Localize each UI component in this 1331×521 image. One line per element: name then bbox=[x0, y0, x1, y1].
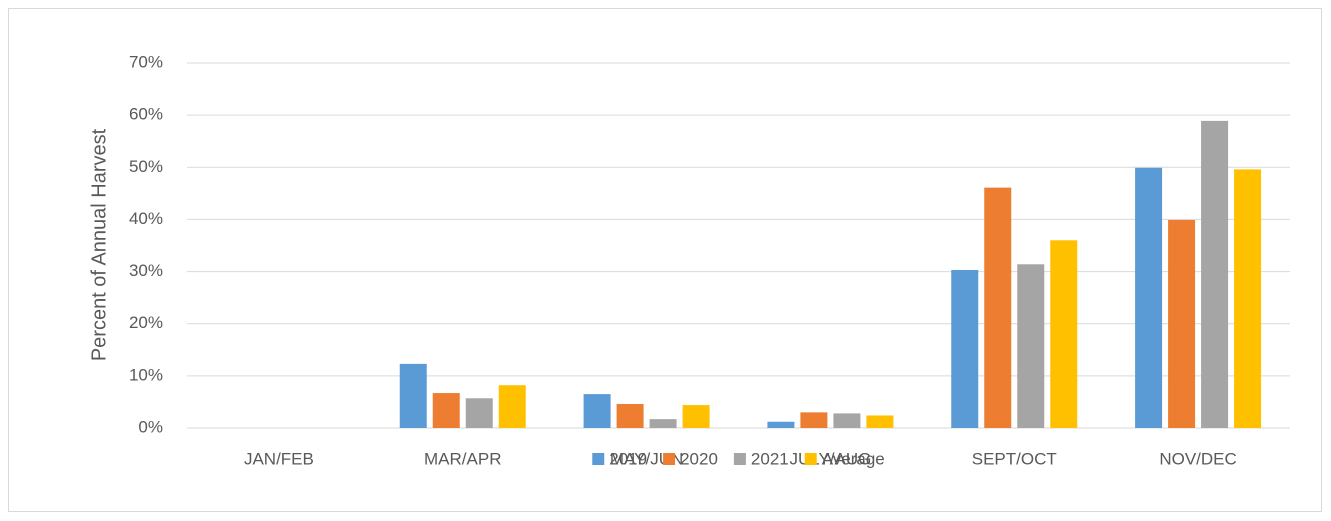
legend-swatch bbox=[592, 453, 605, 465]
y-tick-label: 40% bbox=[129, 209, 163, 228]
y-tick-label: 0% bbox=[138, 417, 163, 436]
legend-swatch bbox=[804, 453, 817, 465]
chart-frame bbox=[8, 8, 1322, 512]
bar bbox=[432, 393, 460, 428]
bar bbox=[984, 187, 1012, 428]
x-tick-label: JAN/FEB bbox=[244, 449, 314, 468]
bar bbox=[682, 405, 710, 428]
y-tick-label: 20% bbox=[129, 313, 163, 332]
bar bbox=[1017, 264, 1045, 428]
bar bbox=[399, 363, 427, 428]
y-tick-label: 70% bbox=[129, 52, 163, 71]
legend-label: 2019 bbox=[609, 449, 647, 468]
x-tick-label: SEPT/OCT bbox=[972, 449, 1057, 468]
bar bbox=[1050, 240, 1078, 428]
bar bbox=[833, 413, 861, 428]
x-tick-label: MAR/APR bbox=[424, 449, 501, 468]
legend-label: 2021 bbox=[751, 449, 789, 468]
legend-swatch bbox=[733, 453, 746, 465]
bar bbox=[1168, 219, 1196, 428]
bar bbox=[616, 404, 644, 428]
legend-label: Average bbox=[822, 449, 885, 468]
y-tick-label: 30% bbox=[129, 261, 163, 280]
y-tick-label: 60% bbox=[129, 105, 163, 124]
y-tick-label: 50% bbox=[129, 157, 163, 176]
legend-label: 2020 bbox=[680, 449, 718, 468]
bar bbox=[800, 412, 828, 428]
bar bbox=[465, 398, 493, 428]
bar bbox=[583, 394, 611, 428]
bar bbox=[649, 419, 677, 428]
y-axis-title: Percent of Annual Harvest bbox=[88, 128, 110, 361]
legend-swatch bbox=[663, 453, 676, 465]
y-tick-label: 10% bbox=[129, 365, 163, 384]
bar bbox=[498, 385, 526, 428]
bar bbox=[767, 421, 795, 428]
x-tick-label: NOV/DEC bbox=[1159, 449, 1236, 468]
bar bbox=[1234, 169, 1262, 428]
bar bbox=[866, 415, 894, 428]
bar bbox=[1135, 167, 1163, 429]
bar bbox=[1201, 120, 1229, 428]
bar bbox=[951, 270, 979, 428]
